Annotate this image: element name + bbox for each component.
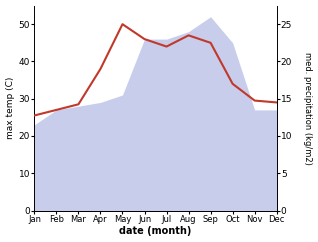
Y-axis label: med. precipitation (kg/m2): med. precipitation (kg/m2)	[303, 52, 313, 165]
Y-axis label: max temp (C): max temp (C)	[5, 77, 15, 139]
X-axis label: date (month): date (month)	[119, 227, 192, 236]
